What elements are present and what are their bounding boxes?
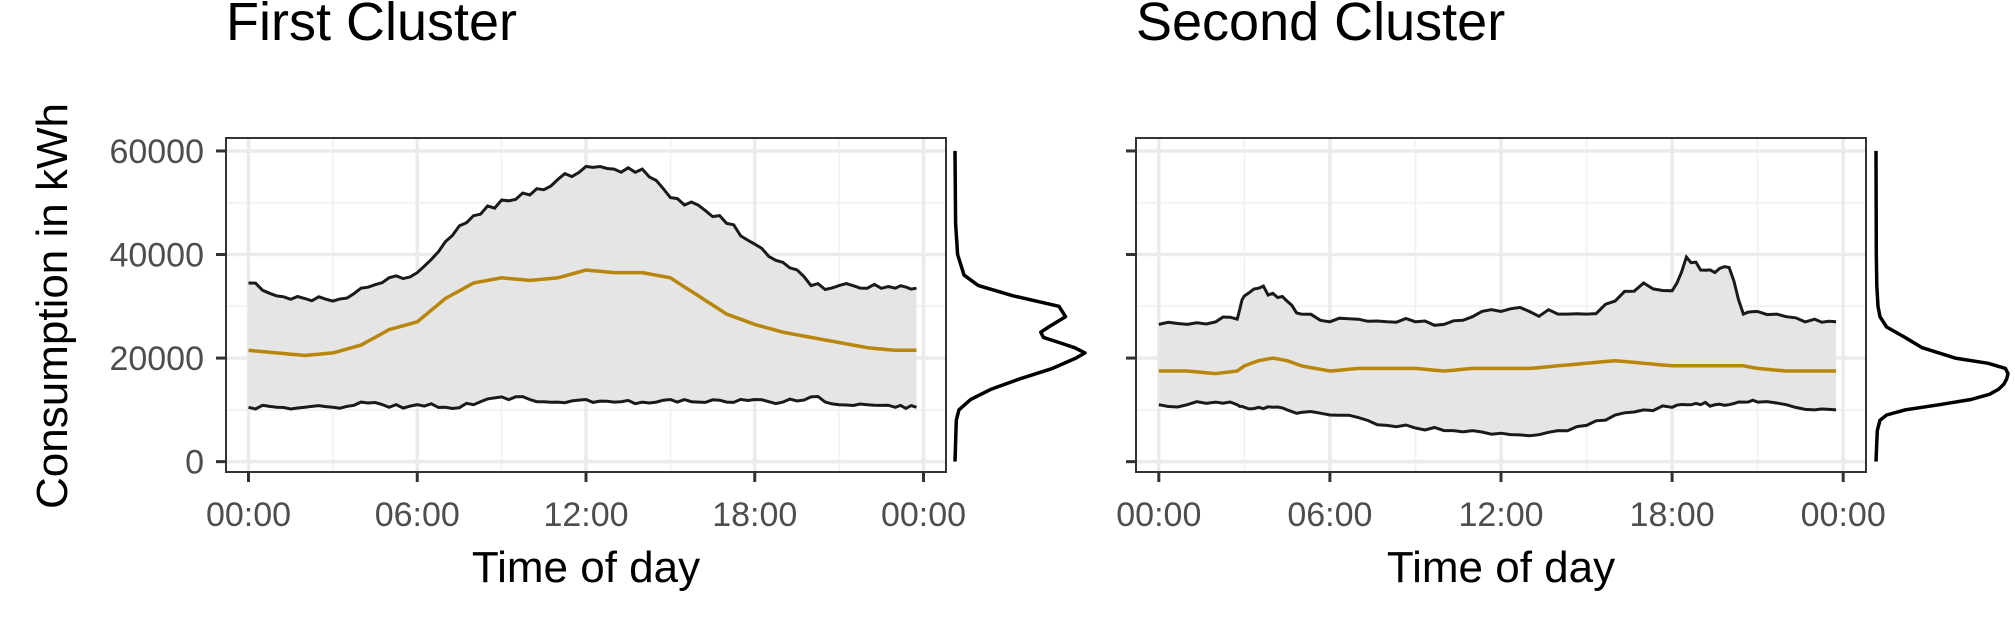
second-cluster-upper-line <box>1158 254 1837 327</box>
first-cluster-title: First Cluster <box>226 0 517 52</box>
second-cluster-x-tick-label: 18:00 <box>1630 496 1715 534</box>
first-cluster-x-tick-label: 18:00 <box>712 496 797 534</box>
second-cluster-x-axis: 00:00 06:00 12:00 18:00 00:00 <box>1116 472 1886 534</box>
first-cluster-y-tick-label: 20000 <box>109 340 204 378</box>
first-cluster-lower-line <box>248 394 917 411</box>
first-cluster-y-tick-label: 0 <box>185 444 204 482</box>
first-cluster-x-axis: 00:00 06:00 12:00 18:00 00:00 <box>206 472 966 534</box>
first-cluster-x-tick-label: 00:00 <box>881 496 966 534</box>
first-cluster-x-tick-label: 00:00 <box>206 496 291 534</box>
second-cluster-density-curve <box>1874 150 2010 462</box>
first-cluster-upper-line <box>248 164 917 303</box>
y-axis-title: Consumption in kWh <box>28 103 77 509</box>
first-cluster-density-curve <box>953 150 1087 462</box>
first-cluster-y-axis: 0 20000 40000 60000 <box>109 133 226 482</box>
first-cluster-median-line <box>248 268 917 358</box>
second-cluster-title: Second Cluster <box>1136 0 1505 52</box>
first-cluster-range-band <box>248 166 917 409</box>
second-cluster-range-band <box>1158 257 1837 436</box>
second-cluster-lower-line <box>1158 398 1837 438</box>
second-cluster-panel: Second Cluster 00:00 06:00 12:00 18:00 00:00… <box>1116 0 2010 592</box>
second-cluster-x-tick-label: 06:00 <box>1287 496 1372 534</box>
first-cluster-x-tick-label: 12:00 <box>543 496 628 534</box>
first-cluster-panel: First Cluster 0 20000 40000 60000 00:00 06:0… <box>109 0 1087 592</box>
first-cluster-y-tick-label: 40000 <box>109 237 204 275</box>
second-cluster-y-axis <box>1126 149 1136 464</box>
first-cluster-x-tick-label: 06:00 <box>375 496 460 534</box>
first-cluster-y-tick-label: 60000 <box>109 133 204 171</box>
second-cluster-x-tick-label: 12:00 <box>1458 496 1543 534</box>
first-cluster-x-axis-title: Time of day <box>472 543 700 592</box>
second-cluster-x-tick-label: 00:00 <box>1801 496 1886 534</box>
second-cluster-x-axis-title: Time of day <box>1387 543 1615 592</box>
second-cluster-x-tick-label: 00:00 <box>1116 496 1201 534</box>
second-cluster-median-line <box>1158 356 1837 376</box>
